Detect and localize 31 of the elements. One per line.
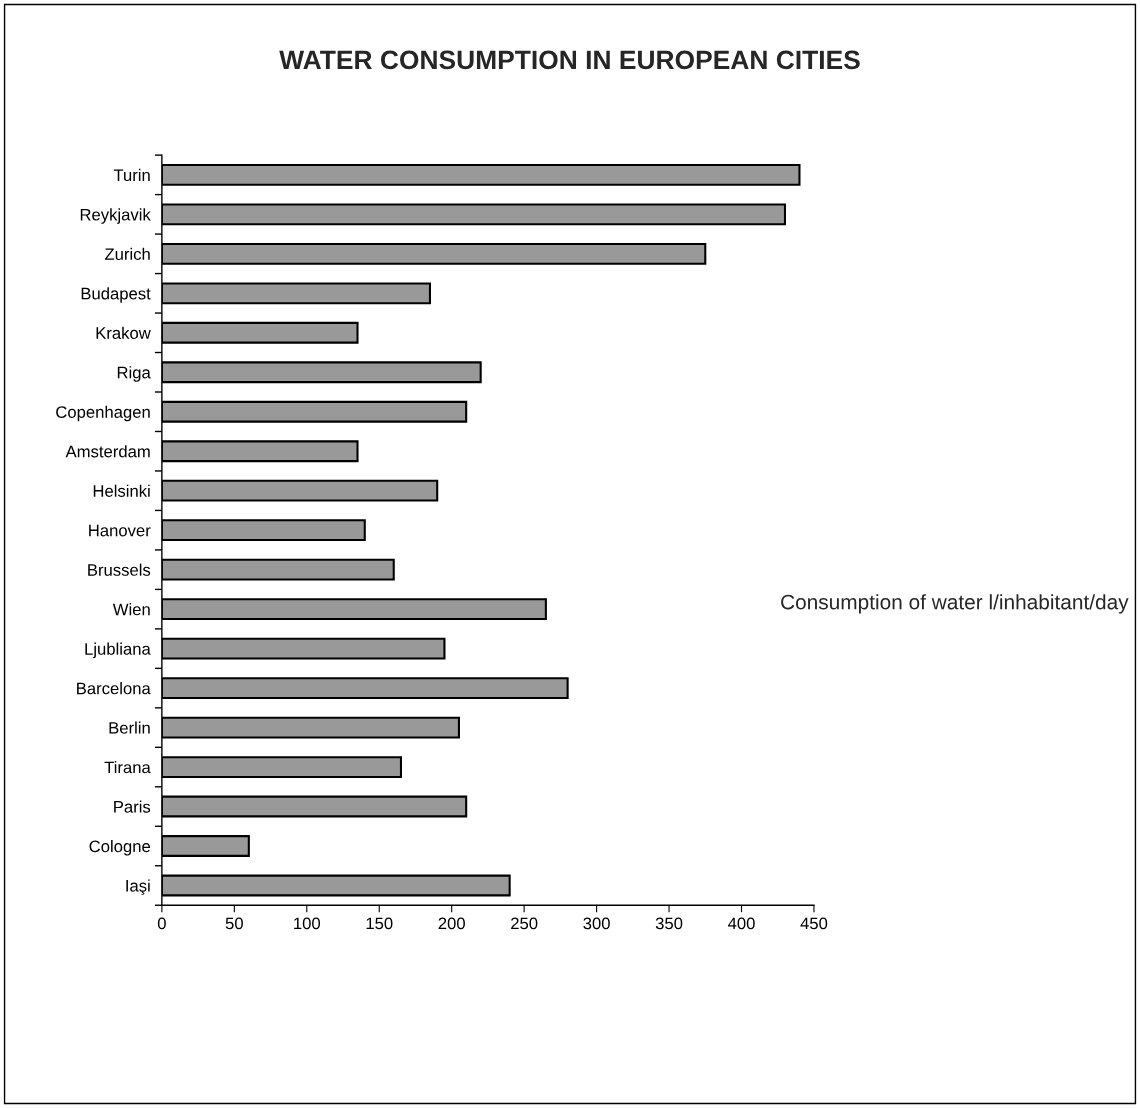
y-tick-label: Budapest — [81, 287, 151, 303]
y-tick-label: Hanover — [89, 524, 151, 537]
x-tick-label: 400 — [727, 917, 755, 930]
y-tick-label: Turin — [113, 168, 150, 182]
y-tick-label: Amsterdam — [65, 445, 150, 458]
y-tick-label: Krakow — [96, 326, 151, 339]
y-tick-label: Wien — [112, 603, 150, 616]
y-tick-label: Barcelona — [77, 682, 151, 695]
y-tick-label: Paris — [114, 800, 151, 813]
chart-title: WATER CONSUMPTION IN EUROPEAN CITIES — [279, 50, 860, 70]
y-tick-label: Berlin — [109, 721, 150, 734]
y-tick-label: Cologne — [89, 839, 151, 856]
x-tick-label: 0 — [157, 917, 166, 930]
y-tick-label: Tirana — [104, 761, 151, 774]
y-tick-label: Riga — [117, 366, 151, 382]
y-tick-label: Ljubliana — [85, 642, 151, 659]
y-tick-label: Iaşi — [126, 879, 150, 896]
x-tick-label: 200 — [438, 917, 465, 930]
x-tick-label: 250 — [511, 917, 538, 930]
y-tick-label: Helsinki — [93, 484, 150, 497]
x-tick-label: 100 — [294, 917, 321, 930]
y-tick-label: Copenhagen — [56, 405, 150, 422]
x-tick-label: 150 — [366, 917, 393, 930]
y-tick-label: Brussels — [88, 563, 151, 576]
y-tick-label: Reykjavik — [80, 208, 151, 224]
x-tick-label: 50 — [225, 917, 243, 930]
x-tick-label: 350 — [655, 917, 683, 930]
x-tick-label: 300 — [583, 917, 610, 930]
x-tick-label: 450 — [800, 917, 828, 930]
annotation: Consumption of water l/inhabitant/day — [781, 594, 1129, 614]
y-tick-label: Zurich — [105, 247, 150, 261]
